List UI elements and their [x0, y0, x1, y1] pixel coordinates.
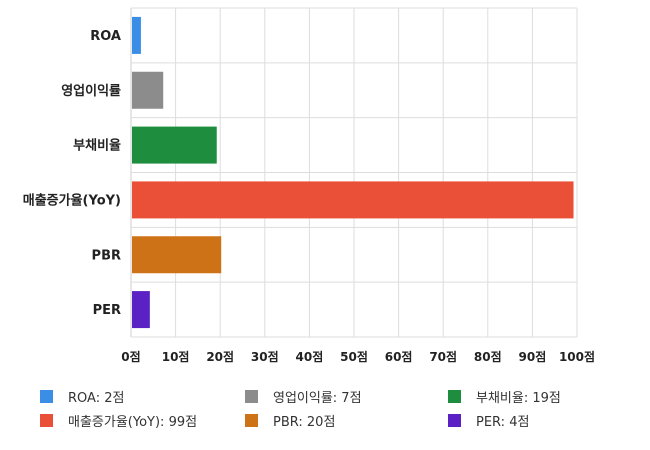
x-tick-label: 30점	[251, 349, 279, 364]
x-tick-label: 90점	[519, 349, 547, 364]
category-label: ROA	[90, 29, 121, 44]
legend-label: 매출증가율(YoY): 99점	[68, 415, 198, 430]
x-tick-label: 50점	[340, 349, 368, 364]
x-tick-label: 70점	[429, 349, 457, 364]
category-label: 부채비율	[73, 138, 121, 154]
bar	[132, 236, 222, 274]
category-label: PBR	[92, 248, 121, 263]
x-tick-label: 80점	[474, 349, 502, 364]
x-tick-label: 40점	[296, 349, 324, 364]
legend-swatch	[245, 414, 258, 427]
legend-item[interactable]: ROA: 2점	[40, 387, 124, 406]
legend-item[interactable]: PER: 4점	[448, 411, 529, 430]
bar	[132, 291, 150, 329]
category-label: 영업이익률	[61, 83, 121, 99]
legend-label: 영업이익률: 7점	[273, 391, 362, 406]
legend-item[interactable]: PBR: 20점	[245, 411, 335, 430]
legend-item[interactable]: 매출증가율(YoY): 99점	[40, 411, 197, 430]
legend-item[interactable]: 부채비율: 19점	[448, 387, 561, 406]
legend-swatch	[448, 390, 461, 403]
x-tick-label: 0점	[121, 349, 140, 364]
x-tick-labels: 0점 10점 20점 30점 40점 50점 60점 70점 80점 90점 100점	[121, 349, 595, 364]
legend-item[interactable]: 영업이익률: 7점	[245, 387, 362, 406]
category-label: 매출증가율(YoY)	[23, 192, 121, 208]
legend-label: PER: 4점	[476, 415, 530, 430]
legend-label: 부채비율: 19점	[476, 391, 561, 406]
bars	[132, 16, 574, 329]
legend-label: PBR: 20점	[273, 415, 336, 430]
bar	[132, 181, 574, 219]
x-tick-label: 60점	[385, 349, 413, 364]
legend-swatch	[40, 390, 53, 403]
x-tick-label: 20점	[206, 349, 234, 364]
grid	[130, 7, 578, 338]
bar	[132, 16, 141, 54]
bar	[132, 126, 217, 164]
x-tick-label: 10점	[162, 349, 190, 364]
legend-swatch	[245, 390, 258, 403]
legend-swatch	[40, 414, 53, 427]
x-tick-label: 100점	[559, 349, 595, 364]
legend-label: ROA: 2점	[68, 391, 125, 406]
category-label: PER	[93, 303, 121, 318]
legend-swatch	[448, 414, 461, 427]
bar	[132, 71, 164, 109]
